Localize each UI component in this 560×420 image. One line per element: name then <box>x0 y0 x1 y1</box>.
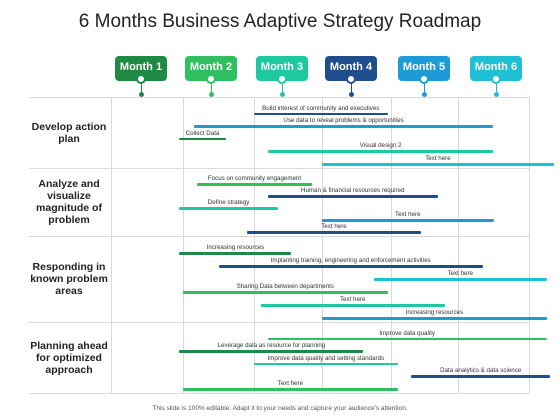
month-label: Month 4 <box>329 61 373 73</box>
task-bar <box>322 163 554 166</box>
column-divider <box>183 97 184 393</box>
month-dot-icon <box>209 92 214 97</box>
task-label: Text here <box>321 223 347 230</box>
month-badge-2: Month 2 <box>185 56 237 84</box>
column-divider <box>111 97 112 393</box>
task-bar <box>260 304 445 307</box>
task-label: Leverage data as resource for planning <box>217 342 326 350</box>
row-divider <box>29 393 529 394</box>
task-bar <box>411 375 551 378</box>
month-connector <box>351 84 352 94</box>
task-bar <box>197 183 312 186</box>
month-ring-icon <box>491 74 501 84</box>
page-title: 6 Months Business Adaptive Strategy Road… <box>78 11 482 32</box>
month-connector <box>496 84 497 94</box>
task-label: Increasing resources <box>206 244 265 251</box>
month-label: Month 5 <box>402 61 446 73</box>
month-dot-icon <box>422 92 427 97</box>
task-label: Collect Data <box>185 129 220 137</box>
task-bar <box>267 195 438 198</box>
task-label: Text here <box>447 270 473 277</box>
month-label: Month 3 <box>260 61 304 73</box>
month-badge-6: Month 6 <box>470 56 522 84</box>
task-bar <box>267 337 547 341</box>
task-bar <box>179 207 278 210</box>
task-label: Text here <box>395 211 421 218</box>
task-bar <box>373 278 547 281</box>
column-divider <box>391 97 392 393</box>
row-divider <box>29 322 529 323</box>
month-badge-1: Month 1 <box>115 56 167 84</box>
row-label: Analyze and visualize magnitude of probl… <box>36 178 102 226</box>
month-badge-4: Month 4 <box>325 56 377 84</box>
footer-note: This slide is 100% editable. Adapt it to… <box>152 405 408 412</box>
task-label: Data analytics & data science <box>440 367 522 375</box>
task-label: Increasing resources <box>405 309 464 316</box>
month-dot-icon <box>280 92 285 97</box>
task-bar <box>183 388 398 391</box>
task-bar <box>254 112 388 116</box>
month-connector <box>282 84 283 94</box>
column-divider <box>529 97 530 393</box>
task-bar <box>193 125 494 128</box>
column-divider <box>322 97 323 393</box>
task-label: Improve data quality <box>379 329 436 337</box>
task-label: Visual design 2 <box>359 142 402 150</box>
task-bar <box>179 252 292 255</box>
month-label: Month 2 <box>189 61 233 73</box>
month-badge-3: Month 3 <box>256 56 308 84</box>
task-label: Text here <box>425 155 451 162</box>
task-label: Define strategy <box>207 199 250 206</box>
month-ring-icon <box>206 74 216 84</box>
row-divider <box>29 236 529 237</box>
task-label: Human & financial resources required <box>300 187 405 194</box>
task-bar <box>179 350 364 353</box>
month-ring-icon <box>346 74 356 84</box>
row-label: Responding in known problem areas <box>30 261 108 297</box>
task-bar <box>179 137 226 141</box>
month-dot-icon <box>494 92 499 97</box>
task-label: Focus on community engagement <box>207 175 302 182</box>
month-dot-icon <box>349 92 354 97</box>
month-ring-icon <box>277 74 287 84</box>
month-connector <box>424 84 425 94</box>
row-label: Planning ahead for optimized approach <box>30 339 108 376</box>
task-label: Improve data quality and setting standar… <box>267 354 385 362</box>
month-label: Month 6 <box>474 61 518 73</box>
task-label: Build interest of community and executiv… <box>262 104 380 112</box>
month-label: Month 1 <box>119 61 163 73</box>
row-label: Develop action plan <box>31 120 107 145</box>
month-connector <box>211 84 212 94</box>
task-label: Text here <box>277 380 304 387</box>
task-label: Text here <box>339 296 366 303</box>
task-label: Implanting training, engineering and enf… <box>270 257 431 264</box>
row-divider <box>29 168 529 169</box>
month-dot-icon <box>139 92 144 97</box>
month-ring-icon <box>419 74 429 84</box>
row-divider <box>29 97 529 98</box>
task-label: Use data to reveal problems & opportunit… <box>283 117 404 125</box>
month-connector <box>141 84 142 94</box>
column-divider <box>254 97 255 393</box>
task-bar <box>322 219 494 222</box>
task-bar <box>254 362 398 366</box>
task-bar <box>322 317 547 320</box>
task-bar <box>267 150 494 153</box>
month-ring-icon <box>136 74 146 84</box>
task-bar <box>183 291 388 294</box>
task-bar <box>246 231 422 234</box>
month-badge-5: Month 5 <box>398 56 450 84</box>
task-bar <box>218 265 483 268</box>
task-label: Sharing Data between departments <box>236 283 334 290</box>
column-divider <box>458 97 459 393</box>
